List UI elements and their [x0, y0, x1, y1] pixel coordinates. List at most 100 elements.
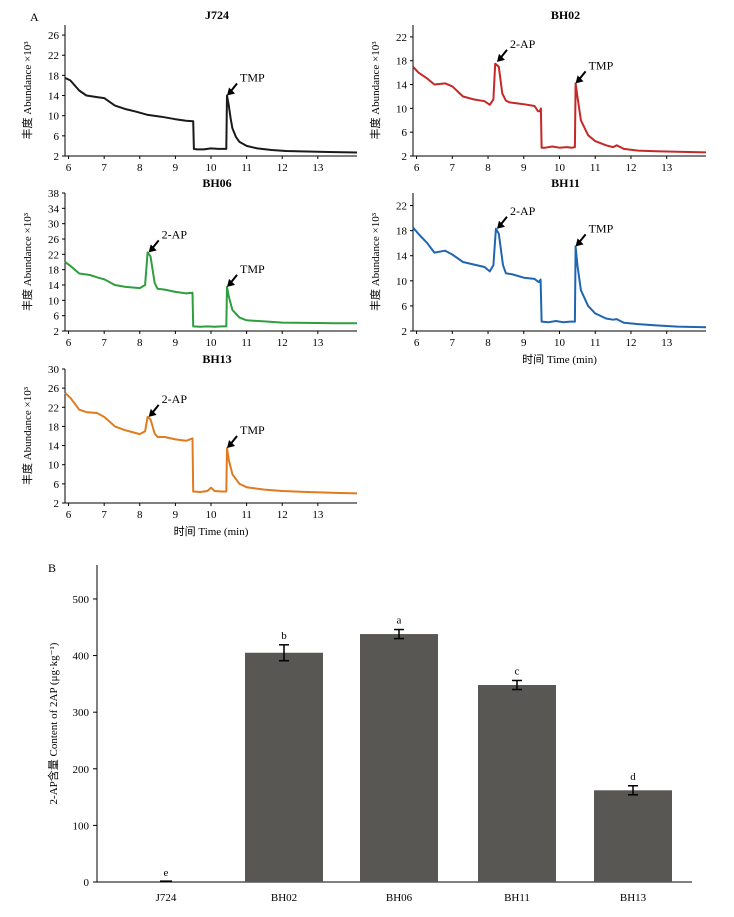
y-axis-label: 丰度 Abundance ×10³	[20, 386, 34, 485]
significance-letter-J724: e	[164, 867, 169, 879]
x-tick-label: 11	[241, 337, 252, 349]
bar-BH02	[245, 652, 323, 882]
annotation-label-2-ap: 2-AP	[162, 227, 188, 241]
x-tick-label: 12	[277, 509, 288, 521]
x-tick-label: 11	[241, 509, 252, 521]
x-tick-label-BH13: BH13	[620, 892, 647, 904]
series-line-BH13	[64, 392, 358, 495]
panel-title: BH13	[202, 352, 231, 366]
y-tick-label: 2	[54, 151, 60, 163]
x-axis-label: 时间 Time (min)	[174, 525, 249, 538]
x-tick-label: 8	[485, 162, 491, 174]
y-tick-label: 18	[396, 226, 408, 238]
y-tick-label: 0	[84, 877, 90, 889]
x-tick-label: 7	[450, 162, 456, 174]
y-axis-label: 2-AP含量 Content of 2AP (μg·kg⁻¹)	[46, 642, 60, 804]
x-tick-label: 9	[173, 162, 179, 174]
annotation-arrow-head	[227, 87, 236, 96]
annotation-arrow-head	[496, 53, 505, 62]
x-tick-label: 12	[277, 162, 288, 174]
x-tick-label-BH11: BH11	[504, 892, 530, 904]
y-tick-label: 22	[48, 50, 59, 62]
significance-letter-BH02: b	[281, 630, 287, 642]
y-tick-label: 6	[402, 301, 408, 313]
x-tick-label: 6	[66, 509, 72, 521]
annotation-arrow-head	[227, 439, 236, 448]
x-tick-label: 10	[554, 337, 566, 349]
panel-title: BH02	[551, 8, 580, 22]
series-line-J724	[64, 76, 358, 154]
annotation-arrow-head	[148, 244, 157, 253]
y-tick-label: 26	[48, 383, 60, 395]
x-tick-label: 7	[450, 337, 456, 349]
y-tick-label: 14	[48, 280, 60, 292]
x-tick-label: 13	[661, 337, 673, 349]
series-line-BH02	[412, 62, 707, 154]
y-tick-label: 400	[73, 651, 90, 663]
y-tick-label: 2	[402, 326, 408, 338]
annotation-arrow-head	[227, 278, 236, 287]
x-tick-label: 6	[414, 162, 420, 174]
y-tick-label: 14	[396, 251, 408, 263]
x-tick-label: 13	[312, 337, 324, 349]
x-tick-label: 11	[590, 337, 601, 349]
y-axis-label: 丰度 Abundance ×10³	[368, 212, 382, 311]
x-tick-label-J724: J724	[156, 892, 177, 904]
x-tick-label: 12	[625, 162, 636, 174]
annotation-arrow-head	[148, 408, 157, 417]
x-tick-label: 6	[66, 337, 72, 349]
x-tick-label: 10	[206, 337, 218, 349]
y-axis-label: 丰度 Abundance ×10³	[368, 41, 382, 140]
x-tick-label: 11	[590, 162, 601, 174]
x-tick-label: 9	[521, 162, 527, 174]
x-axis-label: 时间 Time (min)	[522, 353, 597, 366]
panel-title: BH06	[202, 176, 231, 190]
y-tick-label: 6	[402, 127, 408, 139]
bar-BH13	[594, 790, 672, 882]
x-tick-label-BH06: BH06	[386, 892, 413, 904]
y-tick-label: 18	[48, 70, 60, 82]
y-tick-label: 2	[402, 151, 408, 163]
x-tick-label: 7	[101, 337, 107, 349]
panel-label-a: A	[30, 10, 39, 24]
x-tick-label: 9	[521, 337, 527, 349]
y-tick-label: 22	[396, 32, 407, 44]
x-tick-label: 8	[137, 509, 143, 521]
y-tick-label: 26	[48, 30, 60, 42]
y-tick-label: 10	[48, 295, 60, 307]
annotation-label-tmp: TMP	[589, 221, 614, 235]
x-tick-label: 8	[137, 162, 143, 174]
y-tick-label: 10	[396, 276, 408, 288]
y-tick-label: 300	[73, 707, 90, 719]
annotation-label-2-ap: 2-AP	[510, 37, 536, 51]
x-tick-label: 7	[101, 162, 107, 174]
x-tick-label: 9	[173, 509, 179, 521]
annotation-arrow-head	[575, 238, 584, 247]
y-tick-label: 34	[48, 203, 60, 215]
x-tick-label: 13	[312, 162, 324, 174]
x-tick-label: 13	[661, 162, 673, 174]
bar-BH11	[478, 685, 556, 882]
y-tick-label: 6	[54, 479, 60, 491]
x-tick-label: 6	[414, 337, 420, 349]
significance-letter-BH11: c	[515, 665, 520, 677]
significance-letter-BH13: d	[630, 771, 636, 783]
y-tick-label: 26	[48, 234, 60, 246]
significance-letter-BH06: a	[397, 615, 402, 627]
panel-title: BH11	[551, 176, 580, 190]
y-tick-label: 2	[54, 326, 60, 338]
x-tick-label: 6	[66, 162, 72, 174]
y-tick-label: 22	[396, 201, 407, 213]
y-tick-label: 200	[73, 764, 90, 776]
x-tick-label: 10	[206, 509, 218, 521]
y-tick-label: 18	[396, 56, 408, 68]
x-tick-label: 12	[277, 337, 288, 349]
y-axis-label: 丰度 Abundance ×10³	[20, 41, 34, 140]
y-tick-label: 38	[48, 188, 60, 200]
y-tick-label: 6	[54, 311, 60, 323]
bar-chart-2ap-content: 0 100 200 300 400 500 2-AP含量 Content of 2AP (μ…	[46, 565, 692, 904]
